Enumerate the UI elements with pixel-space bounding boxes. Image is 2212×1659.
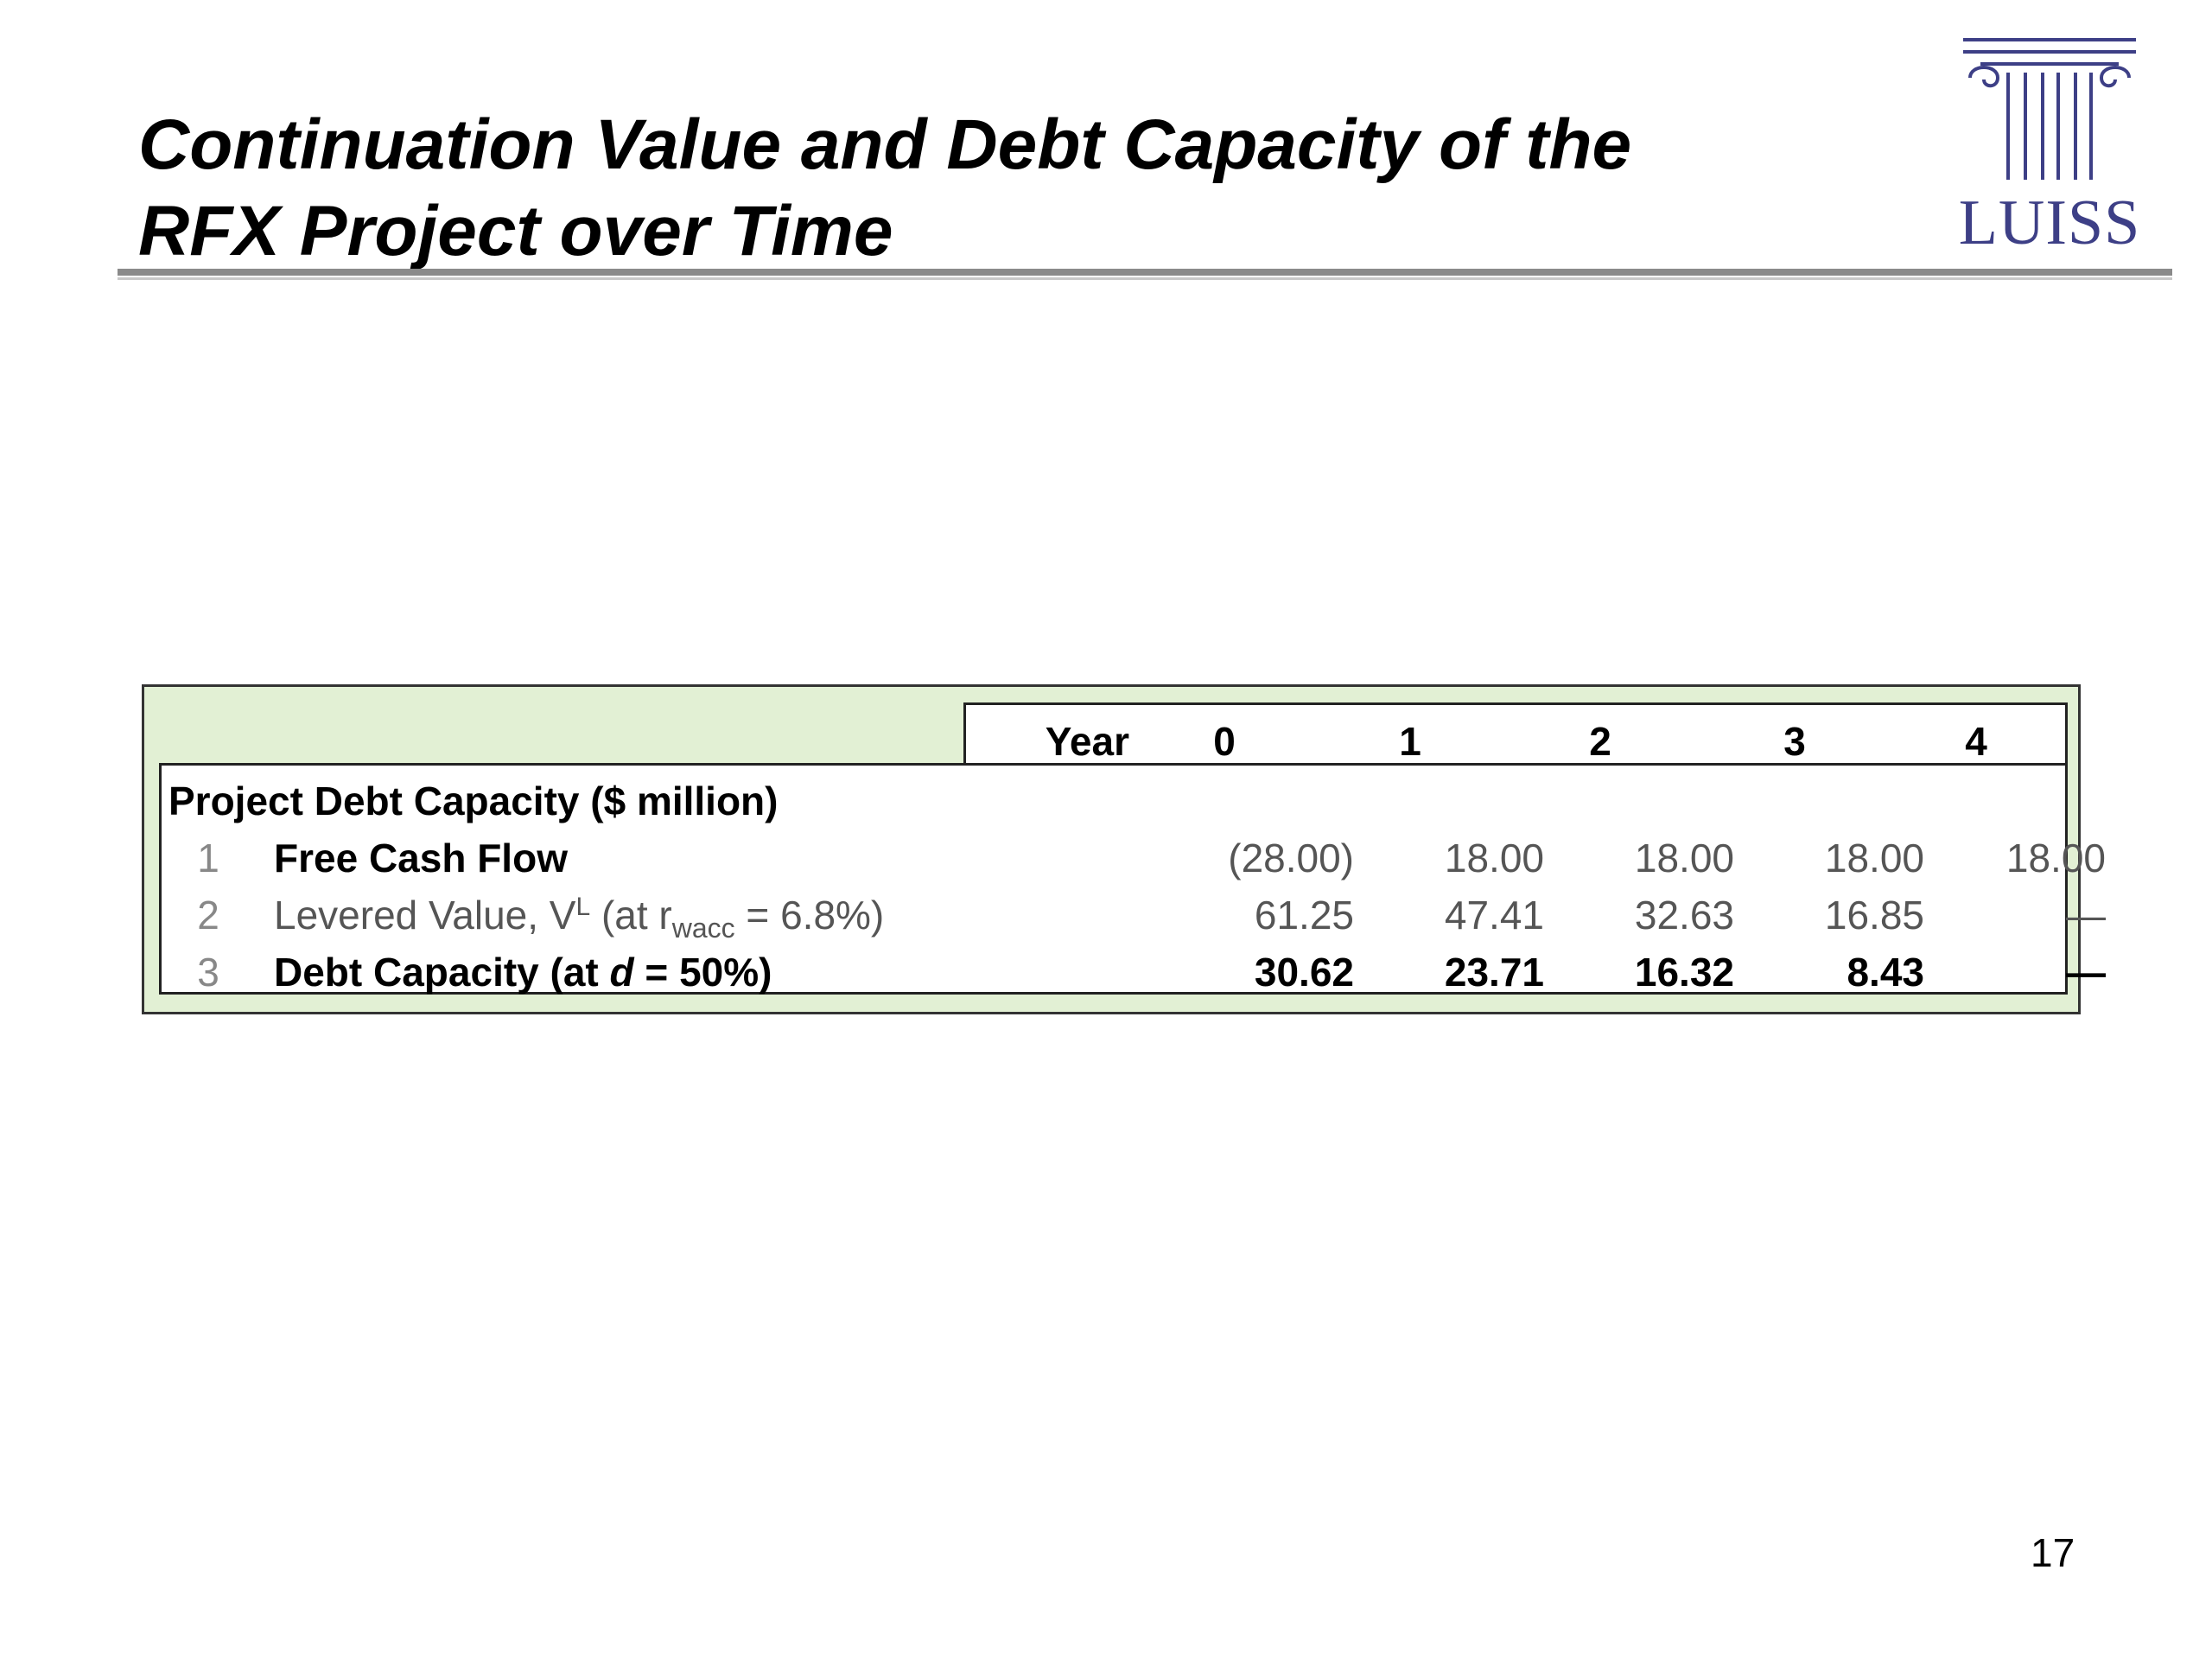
table-cell: 18.00 bbox=[1634, 836, 1734, 880]
year-header-0: 0 bbox=[1213, 719, 1236, 764]
title-divider-shadow bbox=[118, 277, 2172, 280]
luiss-logo: LUISS bbox=[1955, 33, 2145, 258]
page-number: 17 bbox=[2031, 1530, 2075, 1575]
label-part: (at r bbox=[590, 893, 672, 938]
table-body-box bbox=[159, 763, 2068, 995]
title-divider bbox=[118, 269, 2172, 276]
debt-capacity-table: Year 0 1 2 3 4 Project Debt Capacity ($ … bbox=[142, 684, 2106, 1014]
row-number: 3 bbox=[197, 950, 219, 995]
label-part: = 50%) bbox=[633, 950, 772, 995]
logo-text: LUISS bbox=[1958, 188, 2141, 258]
table-cell: 18.00 bbox=[1824, 836, 1924, 880]
column-icon bbox=[1963, 38, 2136, 180]
table-cell: 16.85 bbox=[1824, 893, 1924, 938]
table-cell: 61.25 bbox=[1254, 893, 1354, 938]
label-part: Levered Value, V bbox=[274, 893, 576, 938]
table-cell: 16.32 bbox=[1634, 950, 1734, 995]
table-cell: 30.62 bbox=[1254, 950, 1354, 995]
label-part: = 6.8%) bbox=[734, 893, 885, 938]
slide-title-line1: Continuation Value and Debt Capacity of … bbox=[138, 105, 1632, 184]
year-header-label: Year bbox=[1045, 719, 1129, 764]
label-italic: d bbox=[609, 950, 634, 995]
table-cell: 18.00 bbox=[2005, 836, 2106, 880]
table-cell: — bbox=[2066, 950, 2106, 995]
slide-title: Continuation Value and Debt Capacity of … bbox=[138, 102, 1866, 275]
row-label-debt-capacity: Debt Capacity (at d = 50%) bbox=[274, 946, 772, 998]
table-cell: 23.71 bbox=[1444, 950, 1544, 995]
year-header-box bbox=[963, 702, 2068, 763]
row-label-free-cash-flow: Free Cash Flow bbox=[274, 836, 568, 880]
year-header-2: 2 bbox=[1589, 719, 1611, 764]
year-header-3: 3 bbox=[1783, 719, 1806, 764]
table-cell: 32.63 bbox=[1634, 893, 1734, 938]
section-title: Project Debt Capacity ($ million) bbox=[168, 779, 779, 823]
table-cell: 47.41 bbox=[1444, 893, 1544, 938]
year-header-1: 1 bbox=[1399, 719, 1421, 764]
table-cell: 8.43 bbox=[1847, 950, 1924, 995]
label-subscript: wacc bbox=[671, 912, 735, 944]
row-number: 1 bbox=[197, 836, 219, 880]
table-cell: — bbox=[2066, 893, 2106, 938]
label-superscript: L bbox=[575, 893, 591, 921]
label-part: Debt Capacity (at bbox=[274, 950, 610, 995]
slide-title-line2: RFX Project over Time bbox=[138, 192, 893, 270]
year-header-4: 4 bbox=[1965, 719, 1987, 764]
table-cell: (28.00) bbox=[1228, 836, 1354, 880]
table-cell: 18.00 bbox=[1444, 836, 1544, 880]
row-label-levered-value: Levered Value, VL (at rwacc = 6.8%) bbox=[274, 889, 884, 947]
row-number: 2 bbox=[197, 893, 219, 938]
